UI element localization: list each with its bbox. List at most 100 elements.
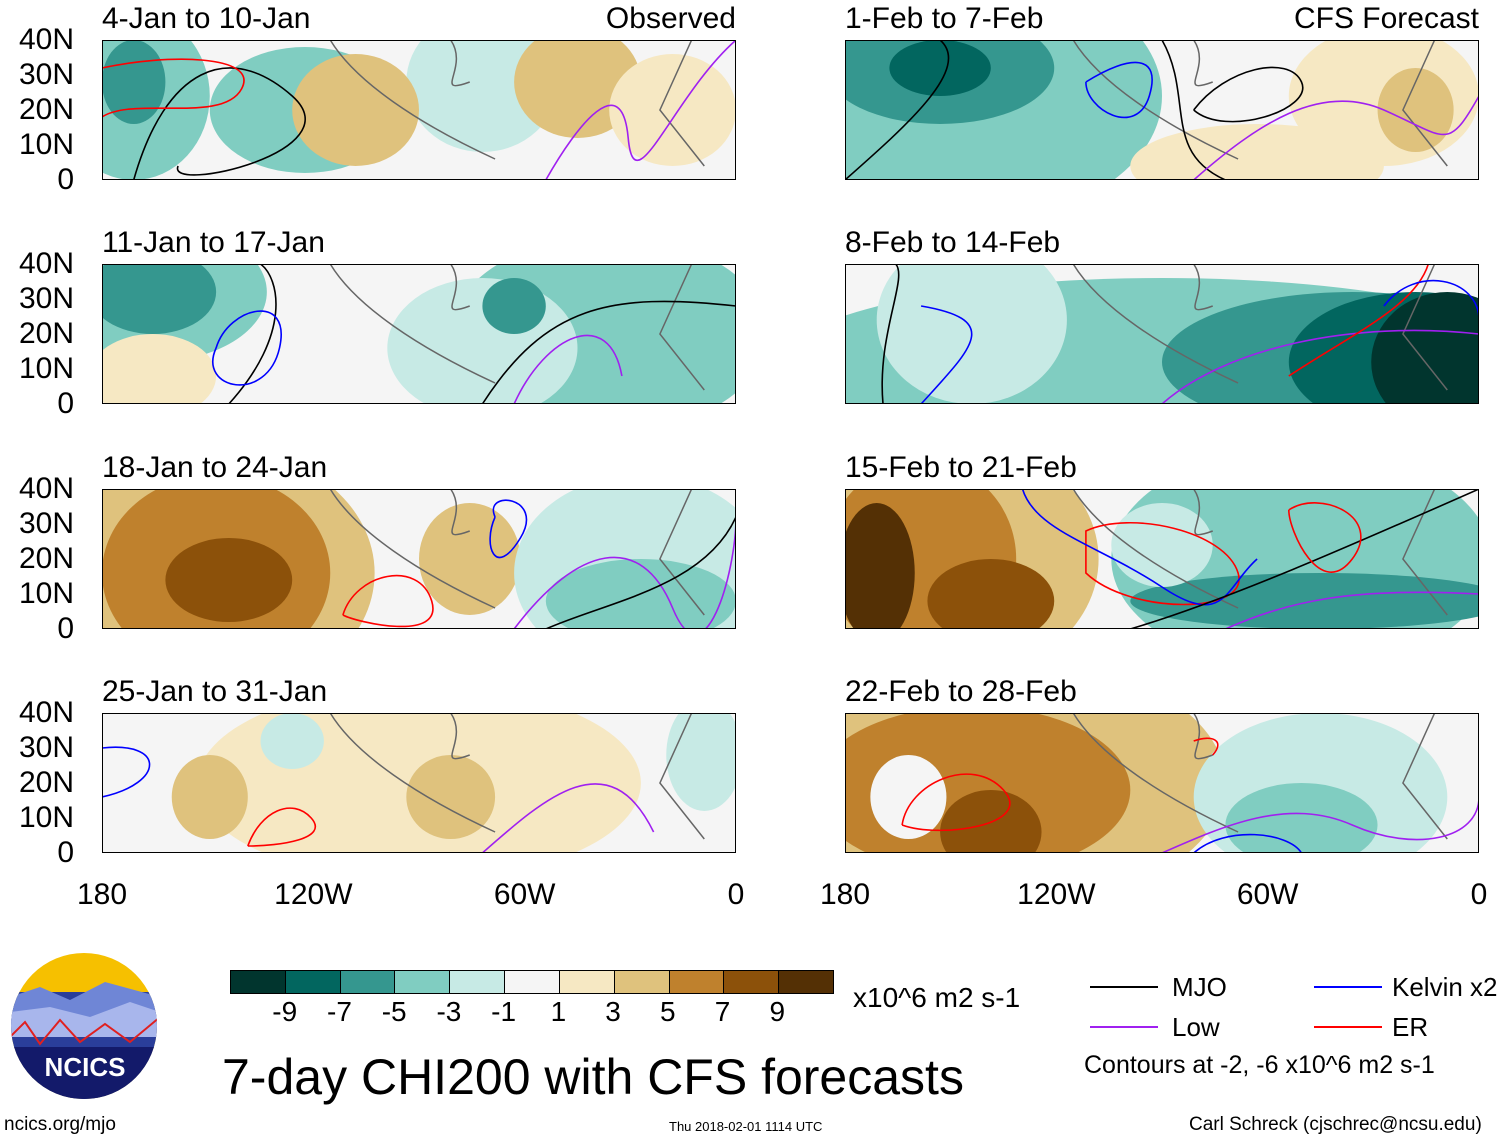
legend-low-line xyxy=(1090,1026,1158,1028)
lat-tick-label: 20N xyxy=(18,542,74,575)
land-outline xyxy=(329,489,705,616)
colorbar-swatch xyxy=(285,971,341,993)
svg-text:NCICS: NCICS xyxy=(45,1052,126,1082)
anomaly-region xyxy=(609,54,736,166)
colorbar-tick-label: 1 xyxy=(550,996,567,1027)
legend-kelvin-line xyxy=(1314,986,1382,988)
ncics-logo: NCICS xyxy=(11,953,157,1099)
contour-line xyxy=(1161,796,1479,853)
lat-tick-label: 20N xyxy=(18,766,74,799)
anomaly-region xyxy=(870,755,947,839)
contour-line xyxy=(1130,489,1479,629)
anomaly-region xyxy=(292,54,419,166)
land-outline xyxy=(1072,40,1448,167)
legend-er-label: ER xyxy=(1392,1012,1429,1042)
anomaly-region xyxy=(889,40,991,96)
panel-title: 4-Jan to 10-Jan xyxy=(102,2,311,35)
figure-title: 7-day CHI200 with CFS forecasts xyxy=(222,1049,964,1105)
legend-mjo-line xyxy=(1090,986,1158,988)
map-panel xyxy=(845,713,1479,853)
contour-line xyxy=(920,305,973,404)
land-outline xyxy=(1072,264,1448,391)
anomaly-region xyxy=(1130,124,1384,180)
colorbar-tick-label: 9 xyxy=(769,996,786,1027)
land-outline xyxy=(329,264,705,391)
lat-tick-label: 10N xyxy=(18,352,74,385)
colorbar-swatch xyxy=(450,971,506,993)
footer-url[interactable]: ncics.org/mjo xyxy=(4,1114,116,1135)
land-outline xyxy=(329,713,705,840)
contour-line xyxy=(901,773,1011,832)
contour-line xyxy=(845,40,950,180)
lon-tick-label: 0 xyxy=(1470,878,1488,911)
contour-line xyxy=(102,746,151,798)
colorbar-tick-label: 7 xyxy=(714,996,731,1027)
map-panel xyxy=(845,489,1479,629)
lat-tick-label: 0 xyxy=(57,163,74,196)
lat-tick-label: 40N xyxy=(18,23,74,56)
lat-tick-label: 0 xyxy=(57,836,74,869)
lon-tick-label: 0 xyxy=(727,878,745,911)
colorbar-tick-label: 5 xyxy=(660,996,676,1027)
lat-tick-label: 40N xyxy=(18,247,74,280)
contour-line xyxy=(1288,264,1430,377)
colorbar-swatch xyxy=(779,971,833,993)
contour-line xyxy=(1288,502,1362,573)
anomaly-region xyxy=(102,334,217,404)
footer-credit: Carl Schreck (cjschrec@ncsu.edu) xyxy=(1189,1114,1482,1135)
colorbar-tick-label: -7 xyxy=(327,996,352,1027)
colorbar-tick-label: -3 xyxy=(436,996,462,1027)
contour-line xyxy=(513,334,623,404)
contour-line xyxy=(545,40,736,180)
anomaly-region xyxy=(102,264,217,334)
land-outline xyxy=(1072,713,1448,840)
map-panel xyxy=(845,40,1479,180)
map-panel xyxy=(102,264,736,404)
contour-line xyxy=(881,264,900,404)
contour-line xyxy=(1193,737,1219,756)
panel-title: 15-Feb to 21-Feb xyxy=(845,451,1077,484)
land-outline xyxy=(329,40,705,167)
observed-label: Observed xyxy=(605,2,736,35)
anomaly-region xyxy=(514,40,641,138)
contour-line xyxy=(1193,833,1303,853)
colorbar-tick-label: 3 xyxy=(605,996,621,1027)
anomaly-region xyxy=(102,40,166,124)
panel-title: 22-Feb to 28-Feb xyxy=(845,675,1077,708)
lon-tick-label: 120W xyxy=(274,878,353,911)
panel-title: 18-Jan to 24-Jan xyxy=(102,451,328,484)
panel-title: 25-Jan to 31-Jan xyxy=(102,675,328,708)
map-panel xyxy=(102,713,736,853)
contour-line xyxy=(1383,279,1479,321)
colorbar-swatch xyxy=(340,971,396,993)
anomaly-region xyxy=(927,559,1055,629)
colorbar xyxy=(230,970,834,994)
lat-tick-label: 30N xyxy=(18,731,74,764)
colorbar-swatch xyxy=(614,971,670,993)
anomaly-region xyxy=(260,713,324,769)
contour-line xyxy=(102,58,245,118)
contour-line xyxy=(1161,329,1479,404)
contour-line xyxy=(545,516,736,629)
contour-note: Contours at -2, -6 x10^6 m2 s-1 xyxy=(1084,1051,1435,1079)
anomaly-region xyxy=(1111,503,1213,587)
contour-line xyxy=(489,499,528,559)
colorbar-tick-label: -5 xyxy=(381,996,407,1027)
forecast-label: CFS Forecast xyxy=(1293,2,1479,35)
lat-tick-label: 10N xyxy=(18,128,74,161)
contour-line xyxy=(342,574,434,628)
contour-line xyxy=(1085,521,1240,606)
contour-line xyxy=(1193,66,1304,123)
lat-tick-label: 10N xyxy=(18,801,74,834)
colorbar-swatch xyxy=(724,971,780,993)
lon-tick-label: 180 xyxy=(76,878,128,911)
lat-tick-label: 30N xyxy=(18,58,74,91)
anomaly-region xyxy=(419,503,521,615)
contour-line xyxy=(247,807,316,847)
colorbar-swatch xyxy=(505,971,560,993)
legend-mjo-label: MJO xyxy=(1172,972,1227,1002)
legend-kelvin-label: Kelvin x2 xyxy=(1392,972,1498,1002)
legend-low-label: Low xyxy=(1172,1012,1220,1042)
anomaly-region xyxy=(1371,292,1479,404)
